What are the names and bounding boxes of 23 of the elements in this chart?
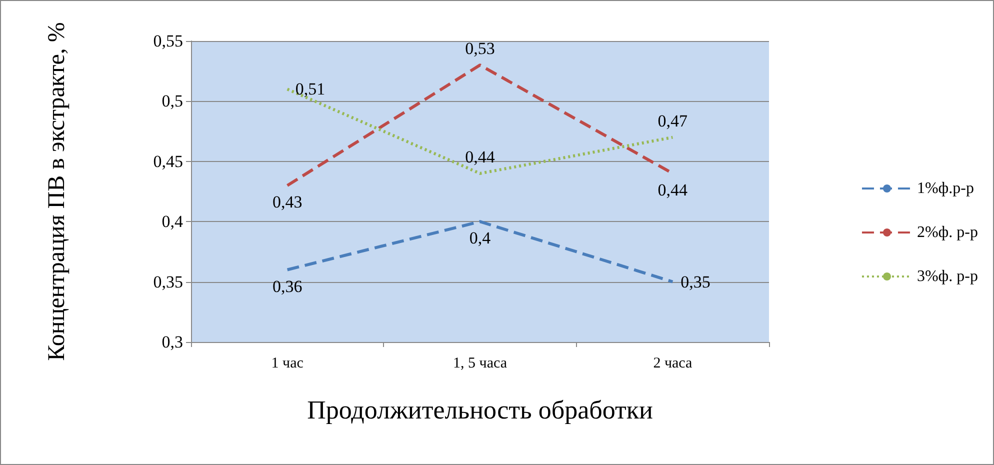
y-tick-label: 0,4 [162, 212, 184, 232]
data-label: 0,4 [469, 228, 492, 248]
legend-label: 1%ф.р-р [916, 180, 974, 197]
y-tick-label: 0,35 [153, 272, 183, 292]
x-tick-label: 1 час [271, 356, 304, 372]
y-tick-label: 0,5 [162, 92, 183, 111]
data-label: 0,44 [658, 180, 688, 200]
legend-label: 3%ф. р-р [916, 268, 978, 285]
data-label: 0,51 [295, 80, 326, 99]
y-tick-label: 0,3 [162, 332, 183, 352]
data-label: 0,43 [272, 192, 302, 212]
data-label: 0,35 [680, 272, 710, 292]
data-label: 0,36 [272, 276, 302, 296]
data-label: 0,47 [658, 111, 688, 130]
y-axis-title: Концентрация ПВ в экстракте, % [44, 22, 70, 361]
x-axis-title: Продолжительность обработки [307, 396, 654, 424]
x-tick-label: 2 часа [653, 356, 692, 372]
y-tick-label: 0,55 [153, 32, 183, 50]
x-tick-label: 1, 5 часа [453, 356, 508, 372]
data-label: 0,44 [465, 147, 496, 166]
data-label: 0,53 [465, 39, 495, 58]
y-tick-label: 0,45 [153, 152, 183, 171]
legend-label: 2%ф. р-р [916, 224, 978, 241]
